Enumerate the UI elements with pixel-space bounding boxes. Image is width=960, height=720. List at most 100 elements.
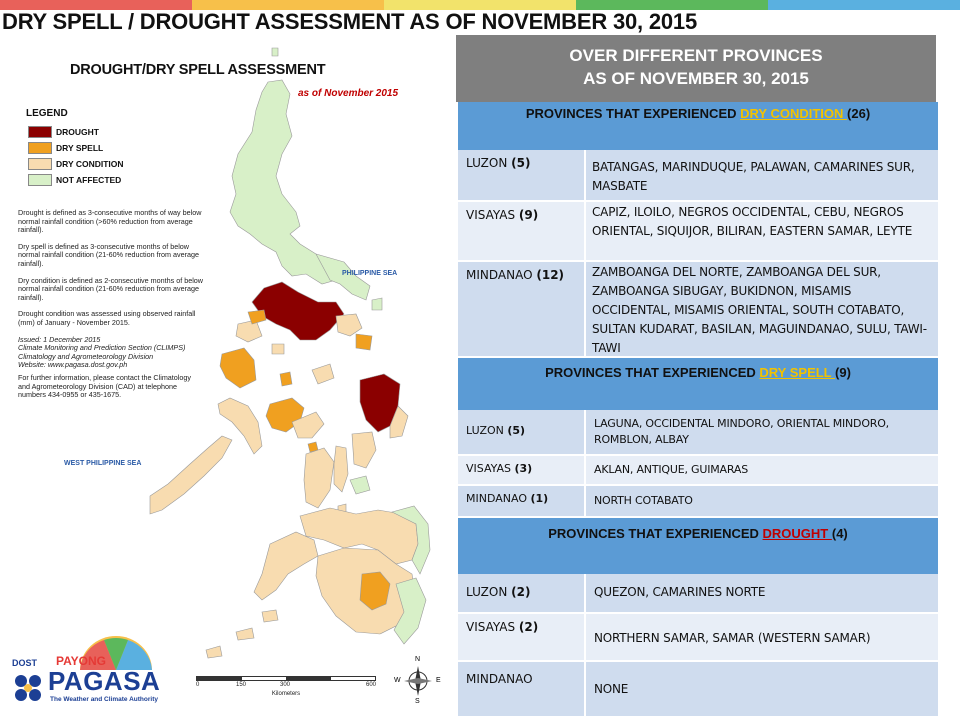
note-drought: Drought is defined as 3-consecutive mont… xyxy=(18,208,202,235)
provinces-cell: CAPIZ, ILOILO, NEGROS OCCIDENTAL, CEBU, … xyxy=(592,205,913,238)
region-count: (9) xyxy=(518,208,539,222)
region-name: LUZON xyxy=(466,156,508,170)
cebu xyxy=(333,445,349,493)
note-issued: Issued: 1 December 2015 xyxy=(18,334,101,344)
sea-label-west: WEST PHILIPPINE SEA xyxy=(64,460,142,467)
region-cell: MINDANAO (1) xyxy=(458,486,586,516)
logo-tagline: The Weather and Climate Authority xyxy=(50,696,158,703)
region-name: MINDANAO xyxy=(466,492,527,505)
basilan xyxy=(261,609,279,623)
region-cell: MINDANAO xyxy=(458,662,586,716)
region-count: (2) xyxy=(518,620,539,634)
provinces-cell: NONE xyxy=(594,682,629,696)
region-name: VISAYAS xyxy=(466,208,516,222)
note-dry-condition: Dry condition is defined as 2-consecutiv… xyxy=(18,275,203,302)
logo-pagasa: PAGASA xyxy=(48,666,161,696)
provinces-cell: BATANGAS, MARINDUQUE, PALAWAN, CAMARINES… xyxy=(592,160,915,193)
provinces-cell: NORTHERN SAMAR, SAMAR (WESTERN SAMAR) xyxy=(594,631,871,645)
strip-segment xyxy=(768,0,960,10)
legend-item-dry-condition: DRY CONDITION xyxy=(22,156,172,172)
section-heading-prefix: PROVINCES THAT EXPERIENCED xyxy=(545,365,760,380)
table-row: VISAYAS (3) AKLAN, ANTIQUE, GUIMARAS xyxy=(458,456,938,486)
scale-segment xyxy=(330,677,375,680)
scale-tick: 150 xyxy=(236,682,247,688)
scale-ticks: 0 150 300 600 xyxy=(196,681,376,691)
bicol-peninsula xyxy=(315,253,371,301)
compass-s: S xyxy=(415,698,420,705)
section-heading-prefix: PROVINCES THAT EXPERIENCED xyxy=(548,526,763,541)
slide-title: DRY SPELL / DROUGHT ASSESSMENT AS OF NOV… xyxy=(2,9,697,34)
negros xyxy=(303,447,335,509)
romblon-dry-spell xyxy=(279,371,293,387)
luzon-island xyxy=(229,79,337,285)
note-division: Climatology and Agrometeorology Division xyxy=(18,351,154,361)
compass-rose: N S W E xyxy=(394,656,441,706)
strip-segment xyxy=(576,0,768,10)
map-subtitle: as of November 2015 xyxy=(298,88,399,99)
note-dry-spell: Dry spell is defined as 3-consecutive mo… xyxy=(18,241,199,268)
legend-swatch xyxy=(28,142,52,154)
table-row: MINDANAO (12) ZAMBOANGA DEL NORTE, ZAMBO… xyxy=(458,262,938,358)
camarines-sur xyxy=(335,313,363,337)
masbate xyxy=(311,363,335,385)
caraga xyxy=(391,505,431,575)
table-row: LUZON (5) BATANGAS, MARINDUQUE, PALAWAN,… xyxy=(458,150,938,202)
section-dry-condition: PROVINCES THAT EXPERIENCED DRY CONDITION… xyxy=(458,102,938,358)
section-heading-count: (9) xyxy=(835,365,851,380)
note-website: Website: www.pagasa.dost.gov.ph xyxy=(18,360,128,370)
region-cell: VISAYAS (9) xyxy=(458,202,586,260)
legend-item-dry-spell: DRY SPELL xyxy=(22,140,172,156)
provinces-cell: NORTH COTABATO xyxy=(594,494,693,507)
provinces-cell: LAGUNA, OCCIDENTAL MINDORO, ORIENTAL MIN… xyxy=(594,417,889,446)
table-row: MINDANAO NONE xyxy=(458,662,938,718)
north-cotabato-dry-spell xyxy=(359,571,391,611)
scale-bar: 0 150 300 600 Kilometers xyxy=(196,676,376,697)
region-count: (5) xyxy=(511,156,531,170)
palawan-south xyxy=(149,435,233,515)
scale-segment xyxy=(197,677,242,680)
region-count: (5) xyxy=(507,424,526,437)
table-row: VISAYAS (2) NORTHERN SAMAR, SAMAR (WESTE… xyxy=(458,614,938,662)
section-heading: PROVINCES THAT EXPERIENCED DRY CONDITION… xyxy=(458,102,938,150)
strip-segment xyxy=(192,0,384,10)
provinces-cell: QUEZON, CAMARINES NORTE xyxy=(594,585,766,599)
section-heading-count: (26) xyxy=(847,106,871,121)
provinces-cell: AKLAN, ANTIQUE, GUIMARAS xyxy=(594,463,748,476)
legend-title: LEGEND xyxy=(26,108,68,119)
region-count: (3) xyxy=(514,462,533,475)
region-count: (2) xyxy=(511,585,531,599)
scale-bar-graphic xyxy=(196,676,376,681)
section-dry-spell: PROVINCES THAT EXPERIENCED DRY SPELL (9)… xyxy=(458,358,938,518)
section-heading: PROVINCES THAT EXPERIENCED DRY SPELL (9) xyxy=(458,358,938,410)
zamboanga-peninsula xyxy=(253,531,319,601)
logo-dost: DOST xyxy=(12,658,38,668)
header-line-1: OVER DIFFERENT PROVINCES xyxy=(569,46,823,65)
davao xyxy=(393,577,427,645)
legend-swatch xyxy=(28,158,52,170)
legend-label: NOT AFFECTED xyxy=(56,175,122,185)
iloilo-capiz xyxy=(291,411,325,439)
region-cell: LUZON (5) xyxy=(458,150,586,200)
umbrella-icon xyxy=(80,636,152,670)
legend-item-not-affected: NOT AFFECTED xyxy=(22,172,172,188)
region-name: LUZON xyxy=(466,585,508,599)
dost-emblem-icon xyxy=(15,675,41,701)
region-cell: LUZON (2) xyxy=(458,574,586,612)
philippines-map xyxy=(149,47,431,659)
region-count: (12) xyxy=(536,268,565,282)
map-notes: Drought is defined as 3-consecutive mont… xyxy=(18,208,203,408)
map-panel: DROUGHT/DRY SPELL ASSESSMENT as of Novem… xyxy=(0,44,452,720)
table-row: LUZON (5) LAGUNA, OCCIDENTAL MINDORO, OR… xyxy=(458,410,938,456)
section-drought: PROVINCES THAT EXPERIENCED DROUGHT (4) L… xyxy=(458,518,938,718)
region-count: (1) xyxy=(530,492,549,505)
batanes xyxy=(271,47,279,57)
map-title: DROUGHT/DRY SPELL ASSESSMENT xyxy=(70,62,326,78)
section-heading-keyword: DROUGHT xyxy=(762,526,832,541)
table-row: VISAYAS (9) CAPIZ, ILOILO, NEGROS OCCIDE… xyxy=(458,202,938,262)
table-row: LUZON (2) QUEZON, CAMARINES NORTE xyxy=(458,574,938,614)
region-cell: VISAYAS (3) xyxy=(458,456,586,484)
compass-w: W xyxy=(394,677,401,684)
sulu xyxy=(235,627,255,641)
color-strip xyxy=(0,0,960,10)
legend-swatch xyxy=(28,174,52,186)
